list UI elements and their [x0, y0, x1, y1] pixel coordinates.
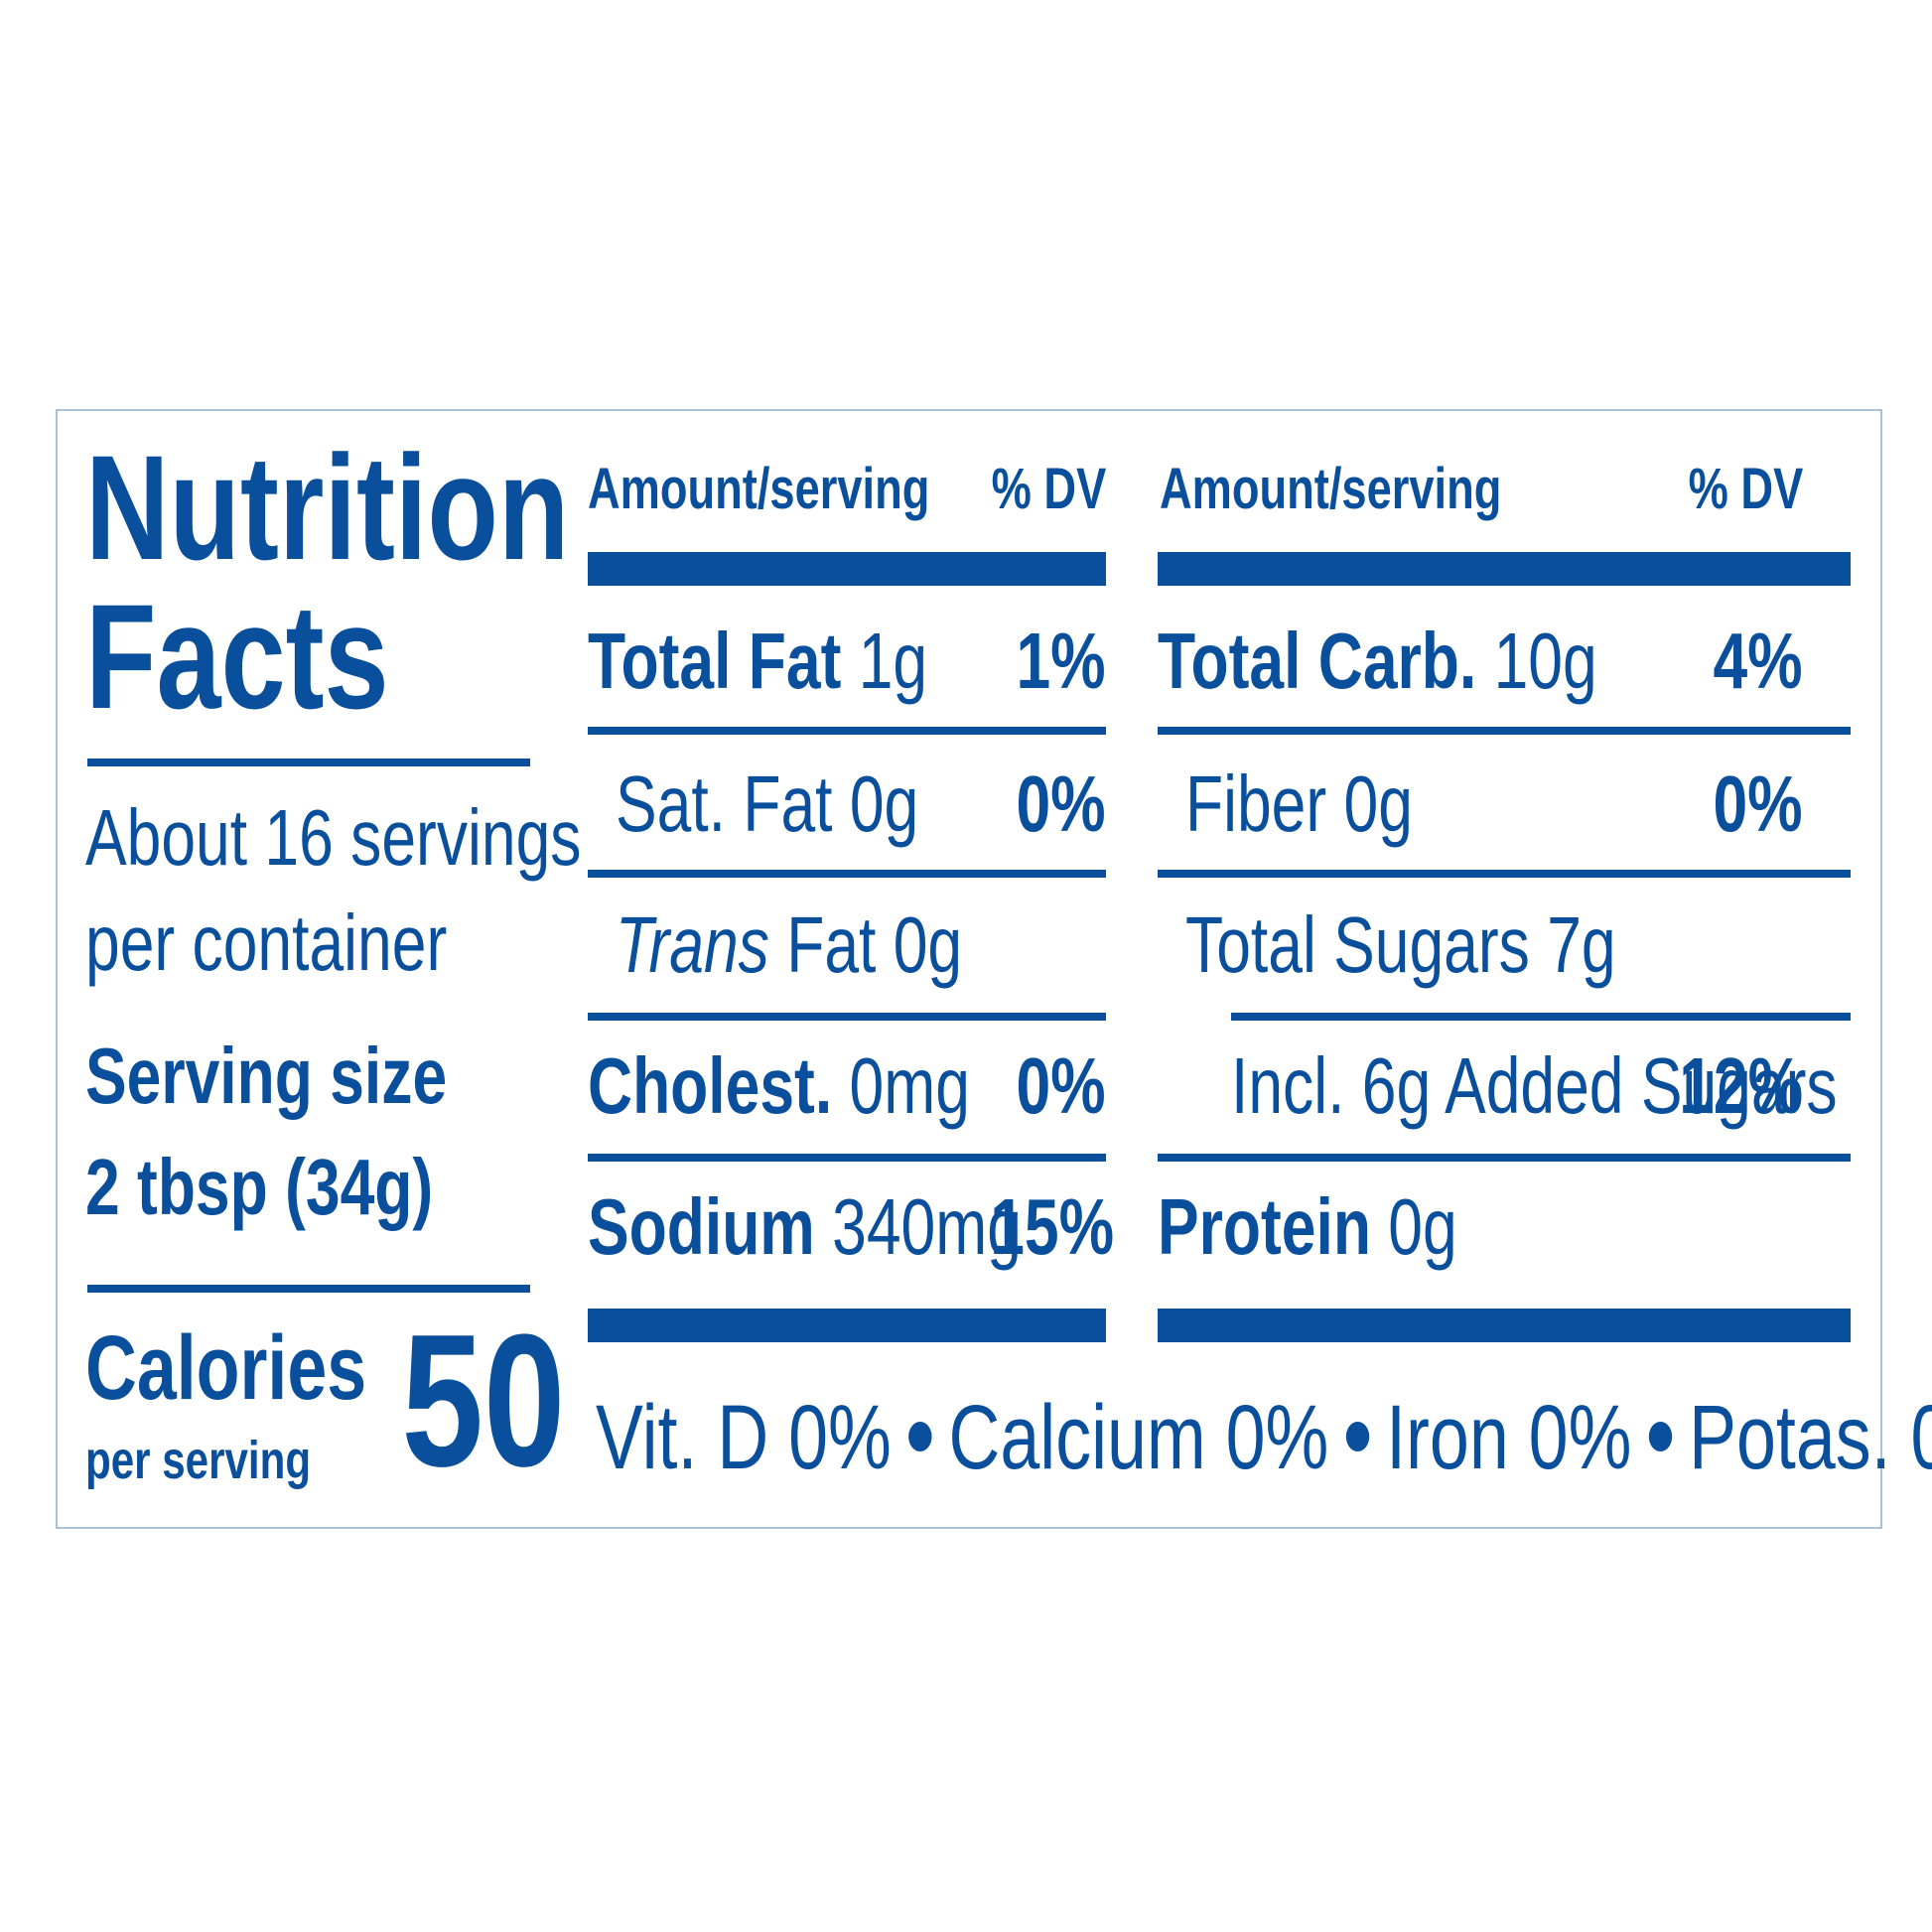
servings-per-container-2: per container	[85, 898, 448, 987]
divider	[588, 1154, 1106, 1162]
divider	[588, 870, 1106, 878]
calories-per-serving: per serving	[85, 1431, 312, 1490]
total-fat-dv: 1%	[1016, 617, 1106, 705]
servings-per-container: About 16 servings	[85, 793, 582, 882]
col1-header-amount: Amount/serving	[588, 457, 930, 521]
potassium: Potas. 0%	[1689, 1387, 1932, 1488]
bullet-icon	[907, 1421, 932, 1451]
bullet-icon	[1345, 1421, 1369, 1451]
sat-fat-dv: 0%	[1016, 759, 1106, 848]
total-fat-row: Total Fat 1g	[588, 617, 928, 705]
serving-size-label: Serving size	[85, 1032, 448, 1120]
divider	[1158, 870, 1851, 878]
calories-label: Calories	[85, 1317, 367, 1419]
cholesterol-row: Cholest. 0mg	[588, 1041, 970, 1130]
col2-header-dv: % DV	[1688, 457, 1803, 521]
fiber-dv: 0%	[1713, 759, 1803, 848]
serving-size-value: 2 tbsp (34g)	[85, 1143, 434, 1231]
divider	[588, 727, 1106, 735]
sodium-row: Sodium 340mg	[588, 1182, 1022, 1271]
divider	[1231, 1013, 1851, 1021]
thick-divider	[1158, 552, 1851, 586]
total-carb-row: Total Carb. 10g	[1158, 617, 1597, 705]
fiber-row: Fiber 0g	[1185, 759, 1413, 848]
col1-header-dv: % DV	[991, 457, 1106, 521]
thick-divider	[1158, 1309, 1851, 1342]
bullet-icon	[1648, 1421, 1672, 1451]
sodium-dv: 15%	[990, 1182, 1114, 1271]
divider	[1158, 1154, 1851, 1162]
micronutrients-line: Vit. D 0%Calcium 0%Iron 0%Potas. 0%	[596, 1392, 1932, 1483]
title-nutrition: Nutrition	[85, 424, 570, 591]
divider	[87, 759, 530, 766]
total-carb-dv: 4%	[1713, 617, 1803, 705]
trans-fat-row: Trans Fat 0g	[616, 900, 963, 989]
sat-fat-row: Sat. Fat 0g	[616, 759, 919, 848]
vitamin-d: Vit. D 0%	[596, 1387, 892, 1488]
iron: Iron 0%	[1386, 1387, 1632, 1488]
nutrition-facts-panel: Nutrition Facts About 16 servings per co…	[56, 409, 1932, 1529]
total-sugars-row: Total Sugars 7g	[1185, 900, 1616, 989]
cholesterol-dv: 0%	[1016, 1041, 1106, 1130]
divider	[588, 1013, 1106, 1021]
divider	[1158, 727, 1851, 735]
col2-header-amount: Amount/serving	[1160, 457, 1502, 521]
divider	[87, 1285, 530, 1293]
calories-value: 50	[401, 1296, 566, 1506]
thick-divider	[588, 552, 1106, 586]
calcium: Calcium 0%	[948, 1387, 1329, 1488]
added-sugars-row: Incl. 6g Added Sugars	[1231, 1041, 1838, 1130]
title-facts: Facts	[85, 573, 389, 740]
protein-row: Protein 0g	[1158, 1182, 1457, 1271]
added-sugars-dv: 12%	[1679, 1041, 1803, 1130]
thick-divider	[588, 1309, 1106, 1342]
